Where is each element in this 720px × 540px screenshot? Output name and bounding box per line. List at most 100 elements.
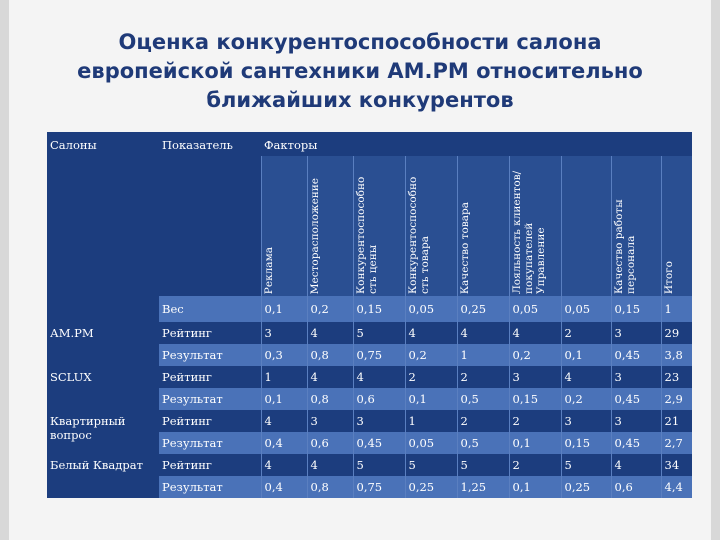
indicator-label: Вес <box>159 296 261 322</box>
value-cell: 4 <box>306 366 353 388</box>
value-cell: 0,2 <box>306 296 353 322</box>
factor-label: Лояльность клиентов/ покупателей Управле… <box>510 170 547 294</box>
value-cell: 0,8 <box>306 388 353 410</box>
value-cell: 0,45 <box>610 344 661 366</box>
value-cell: 34 <box>660 454 693 476</box>
table-row: SCLUX Рейтинг 1 4 4 2 2 3 4 3 23 <box>47 366 693 410</box>
value-cell: 1 <box>456 344 509 366</box>
value-cell: 5 <box>456 454 509 476</box>
title-line-2: европейской сантехники АМ.РМ относительн… <box>77 59 643 83</box>
value-cell: 3,8 <box>660 344 693 366</box>
value-cell: 0,05 <box>560 296 611 322</box>
value-cell: 2,9 <box>660 388 693 410</box>
salon-name: SCLUX <box>47 366 159 410</box>
value-cell: 0,1 <box>560 344 611 366</box>
value-cell: 0,45 <box>352 432 405 454</box>
value-cell: 0,05 <box>404 296 457 322</box>
value-cell: 5 <box>352 322 405 344</box>
value-cell: 0,25 <box>456 296 509 322</box>
value-cell: 3 <box>260 322 307 344</box>
value-cell: 0,15 <box>352 296 405 322</box>
left-frame <box>0 0 9 540</box>
value-cell: 0,2 <box>404 344 457 366</box>
indicator-label: Рейтинг <box>159 366 261 388</box>
value-cell: 0,75 <box>352 476 405 498</box>
value-cell: 0,1 <box>508 432 561 454</box>
factor-label: Качество работы персонала <box>612 199 637 294</box>
value-cell: 0,2 <box>508 344 561 366</box>
factor-header: Качество товара <box>456 156 509 296</box>
table-row: Результат 0,4 0,6 0,45 0,05 0,5 0,1 0,15 0,45 2,7 <box>47 432 693 454</box>
value-cell: 0,1 <box>404 388 457 410</box>
value-cell: 0,45 <box>610 432 661 454</box>
value-cell: 4,4 <box>660 476 693 498</box>
factor-header: Лояльность клиентов/ покупателей Управле… <box>508 156 561 296</box>
value-cell: 0,1 <box>260 296 307 322</box>
indicator-label: Результат <box>159 388 261 410</box>
value-cell: 4 <box>508 322 561 344</box>
value-cell: 0,1 <box>508 476 561 498</box>
value-cell: 2 <box>560 322 611 344</box>
table-row: АМ.РМ Рейтинг 3 4 5 4 4 4 2 3 29 <box>47 322 693 366</box>
table-row: Белый Квадрат Рейтинг 4 4 5 5 5 2 5 4 34 <box>47 454 693 498</box>
value-cell: 2 <box>456 366 509 388</box>
table-row: Результат 0,4 0,8 0,75 0,25 1,25 0,1 0,25 0,6 4,4 <box>47 476 693 498</box>
value-cell: 0,5 <box>456 432 509 454</box>
value-cell: 0,25 <box>404 476 457 498</box>
value-cell: 4 <box>610 454 661 476</box>
value-cell: 0,4 <box>260 432 307 454</box>
value-cell: 2,7 <box>660 432 693 454</box>
value-cell: 1 <box>260 366 307 388</box>
header-row: Салоны Показатель Факторы <box>47 132 693 296</box>
value-cell: 3 <box>610 410 661 432</box>
value-cell: 0,15 <box>610 296 661 322</box>
value-cell: 29 <box>660 322 693 344</box>
table-row: Результат 0,1 0,8 0,6 0,1 0,5 0,15 0,2 0,45 2,9 <box>47 388 693 410</box>
indicator-label: Результат <box>159 476 261 498</box>
value-cell: 2 <box>508 454 561 476</box>
value-cell: 3 <box>560 410 611 432</box>
value-cell: 0,6 <box>306 432 353 454</box>
value-cell: 3 <box>306 410 353 432</box>
factor-label <box>562 292 564 296</box>
value-cell: 4 <box>260 454 307 476</box>
value-cell: 0,05 <box>508 296 561 322</box>
value-cell: 3 <box>610 322 661 344</box>
table-row: Вес 0,1 0,2 0,15 0,05 0,25 0,05 0,05 0,15 1 <box>47 296 693 322</box>
value-cell: 2 <box>404 366 457 388</box>
value-cell: 0,5 <box>456 388 509 410</box>
indicator-label: Рейтинг <box>159 322 261 344</box>
factor-label: Конкурентоспособно сть цены <box>354 176 379 294</box>
value-cell: 5 <box>404 454 457 476</box>
value-cell: 0,8 <box>306 476 353 498</box>
salon-name: Белый Квадрат <box>47 454 159 498</box>
table-row: Результат 0,3 0,8 0,75 0,2 1 0,2 0,1 0,45 3,8 <box>47 344 693 366</box>
value-cell: 4 <box>306 454 353 476</box>
value-cell: 4 <box>260 410 307 432</box>
factor-names-row: Реклама Месторасположение Конкурентоспособ… <box>47 156 693 296</box>
salon-name <box>47 296 159 322</box>
value-cell: 3 <box>508 366 561 388</box>
indicator-label: Результат <box>159 432 261 454</box>
factor-label: Реклама <box>262 246 275 294</box>
table-row: Квартирный вопрос Рейтинг 4 3 3 1 2 2 3 3 21 <box>47 410 693 454</box>
value-cell: 0,3 <box>260 344 307 366</box>
header-salons: Салоны <box>47 132 159 296</box>
value-cell: 3 <box>610 366 661 388</box>
value-cell: 2 <box>456 410 509 432</box>
value-cell: 4 <box>560 366 611 388</box>
value-cell: 0,8 <box>306 344 353 366</box>
value-cell: 5 <box>352 454 405 476</box>
right-frame <box>711 0 720 540</box>
value-cell: 4 <box>306 322 353 344</box>
title-line-3: ближайших конкурентов <box>206 88 514 112</box>
salon-name: АМ.РМ <box>47 322 159 366</box>
value-cell: 1 <box>660 296 693 322</box>
indicator-label: Результат <box>159 344 261 366</box>
value-cell: 1,25 <box>456 476 509 498</box>
value-cell: 4 <box>404 322 457 344</box>
factor-header: Реклама <box>260 156 307 296</box>
value-cell: 0,4 <box>260 476 307 498</box>
value-cell: 2 <box>508 410 561 432</box>
indicator-label: Рейтинг <box>159 454 261 476</box>
